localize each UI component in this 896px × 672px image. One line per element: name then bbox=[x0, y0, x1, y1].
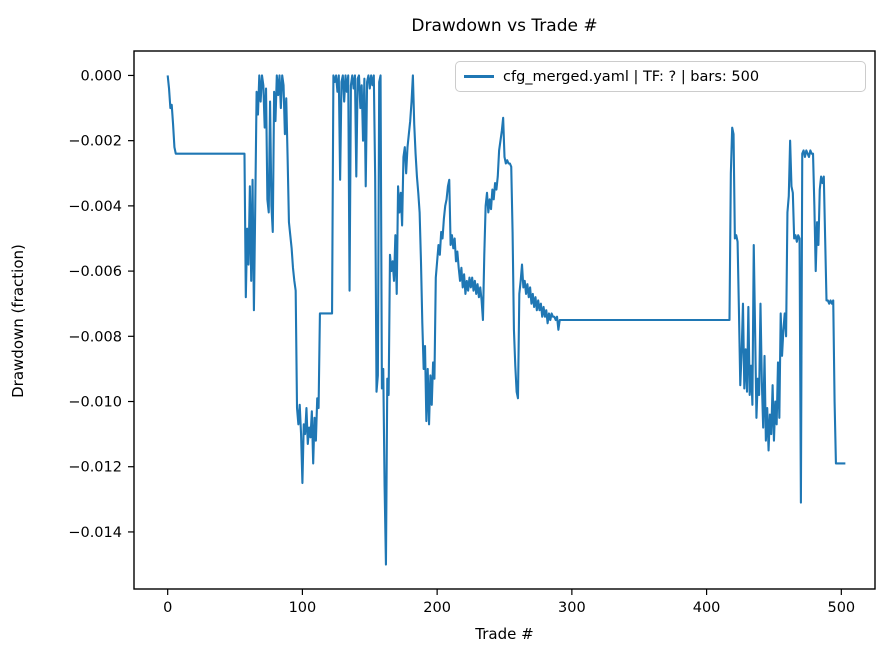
legend-line-sample-icon bbox=[464, 75, 494, 78]
x-tick-label: 400 bbox=[693, 600, 721, 616]
x-tick-label: 100 bbox=[289, 600, 317, 616]
x-tick-label: 300 bbox=[558, 600, 586, 616]
x-tick-label: 200 bbox=[423, 600, 451, 616]
legend: cfg_merged.yaml | TF: ? | bars: 500 bbox=[455, 61, 866, 92]
legend-label: cfg_merged.yaml | TF: ? | bars: 500 bbox=[503, 68, 760, 85]
y-tick-label: −0.014 bbox=[68, 525, 122, 541]
y-axis-label: Drawdown (fraction) bbox=[9, 244, 27, 398]
y-tick-label: 0.000 bbox=[80, 68, 122, 84]
y-tick-label: −0.002 bbox=[68, 134, 122, 150]
y-tick-label: −0.012 bbox=[68, 460, 122, 476]
axes-frame bbox=[133, 50, 876, 590]
y-tick-label: −0.004 bbox=[68, 199, 122, 215]
x-axis-label: Trade # bbox=[475, 625, 534, 643]
y-tick-label: −0.006 bbox=[68, 264, 122, 280]
y-tick-label: −0.008 bbox=[68, 329, 122, 345]
x-tick-label: 500 bbox=[827, 600, 855, 616]
chart-title: Drawdown vs Trade # bbox=[411, 16, 598, 36]
y-tick-label: −0.010 bbox=[68, 395, 122, 411]
drawdown-line bbox=[166, 74, 846, 566]
x-tick-label: 0 bbox=[163, 600, 172, 616]
